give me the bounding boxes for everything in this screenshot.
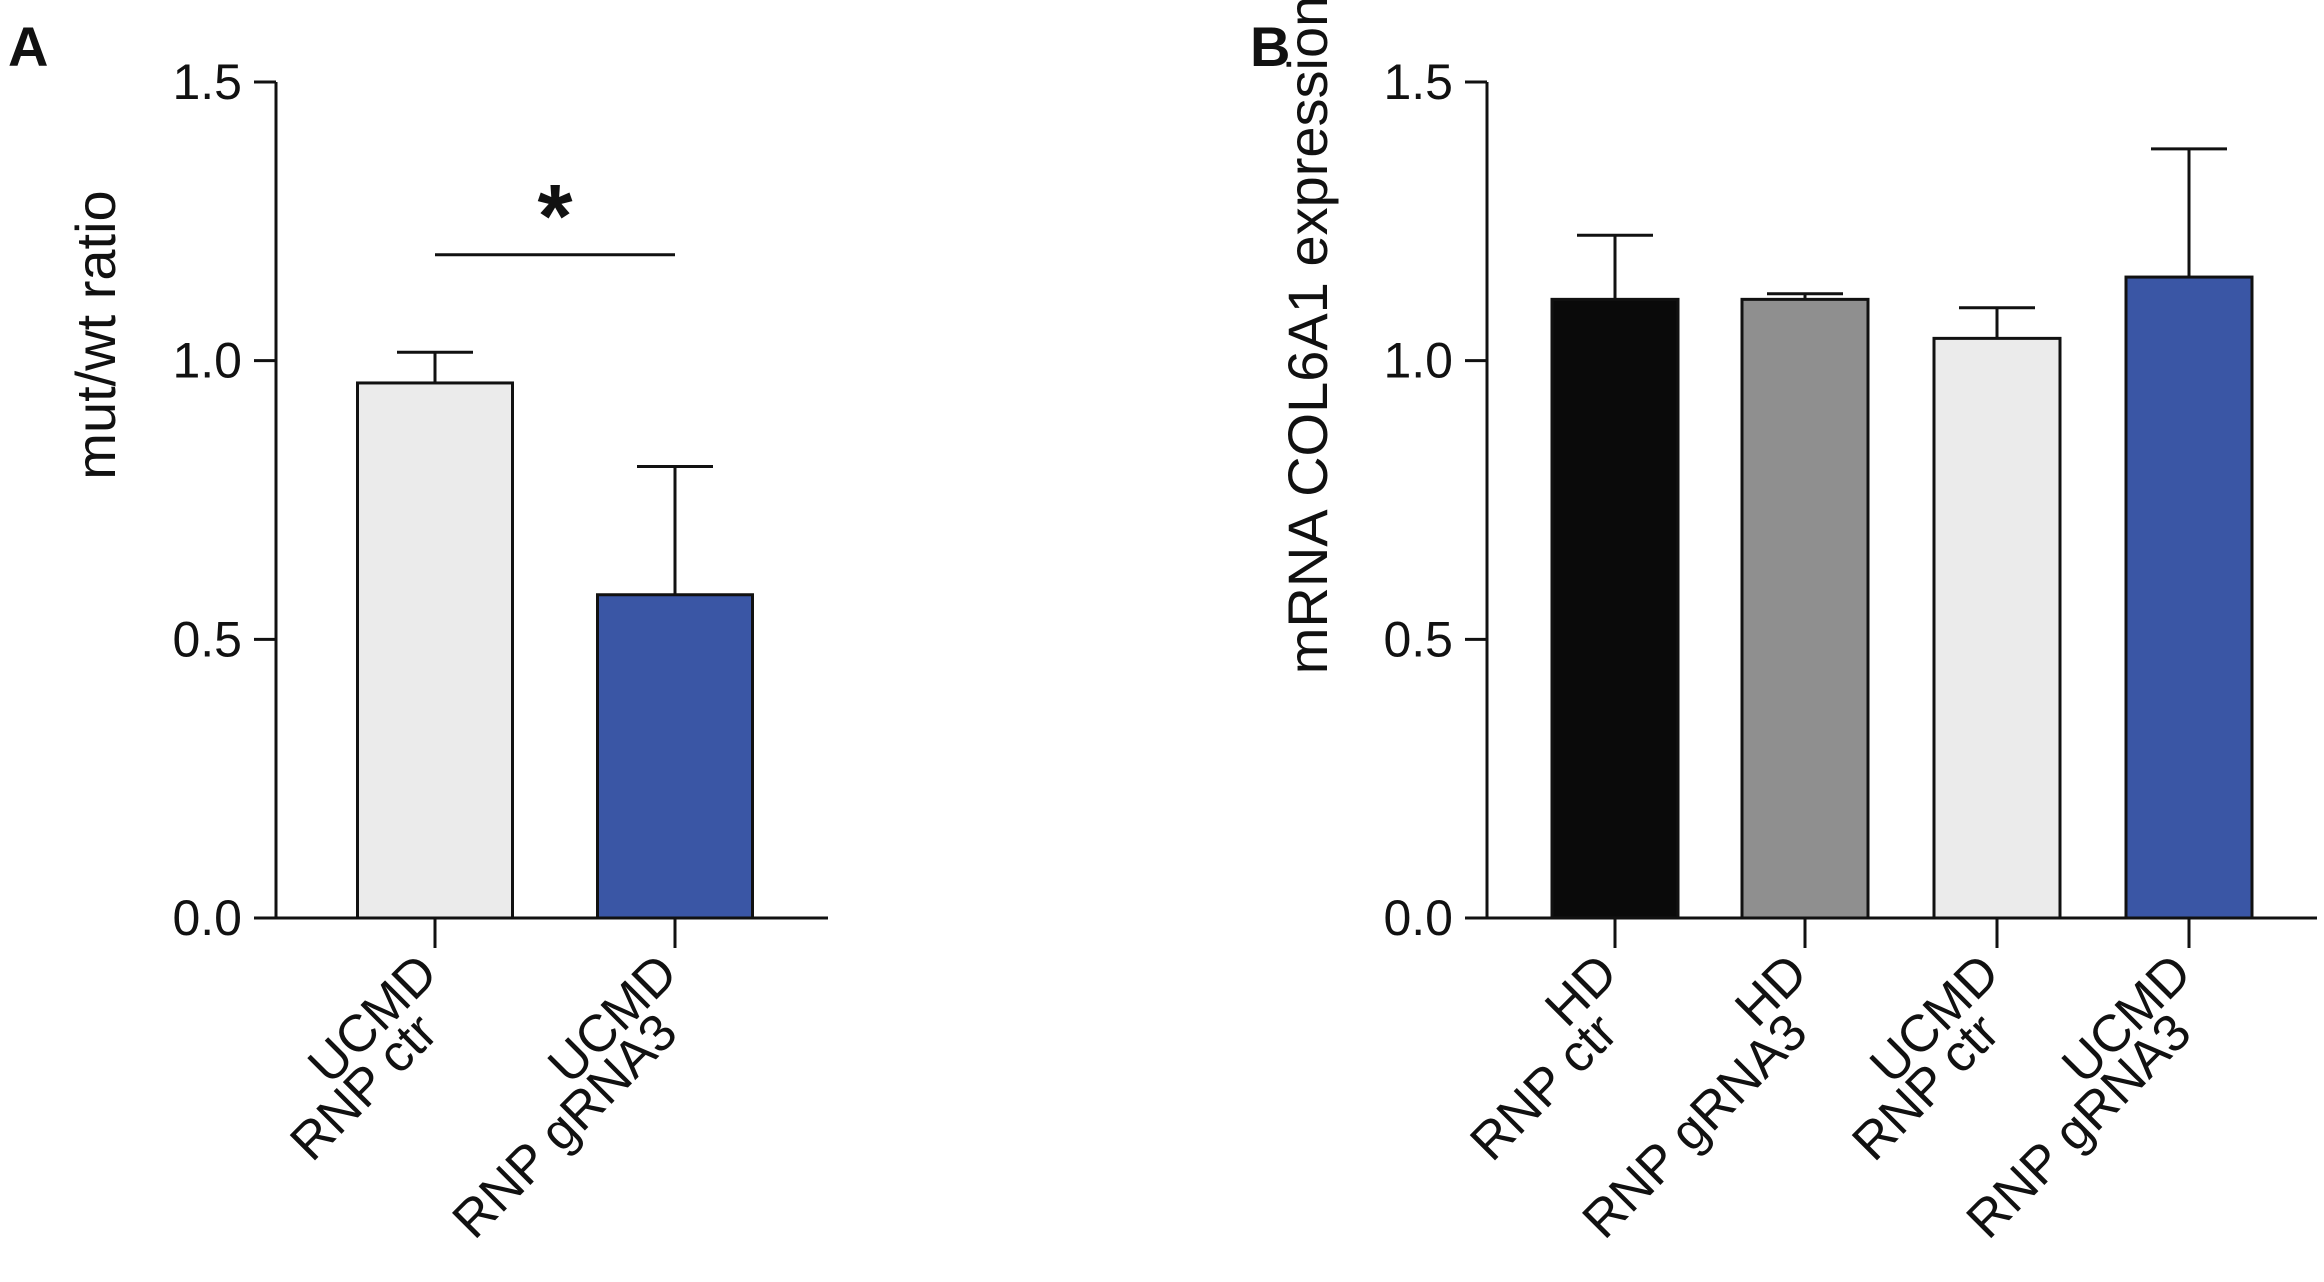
- y-tick-label: 1.0: [1383, 333, 1453, 389]
- bar: [1932, 336, 2062, 920]
- y-tick-label: 0.0: [172, 890, 242, 946]
- y-tick-label: 1.5: [1383, 54, 1453, 110]
- bar: [1550, 297, 1680, 920]
- y-tick-label: 1.0: [172, 333, 242, 389]
- x-category-label-line2: RNP ctr: [1459, 1003, 1628, 1172]
- panel-b-y-axis-title: mRNA COL6A1 expression: [1276, 0, 1339, 674]
- panel-b-letter: B: [1250, 15, 1290, 78]
- y-tick-label: 0.5: [172, 611, 242, 667]
- significance-star: *: [537, 167, 572, 267]
- panel-a-y-axis-title: mut/wt ratio: [64, 190, 127, 479]
- panel-a-bars: *: [356, 167, 754, 920]
- bar: [2124, 275, 2254, 920]
- bar: [1740, 297, 1870, 920]
- panel-b-bars: [1550, 147, 2254, 920]
- panel-a-letter: A: [8, 15, 48, 78]
- bar: [356, 381, 514, 920]
- y-tick-label: 0.5: [1383, 611, 1453, 667]
- y-tick-label: 0.0: [1383, 890, 1453, 946]
- y-tick-label: 1.5: [172, 54, 242, 110]
- bar: [596, 593, 754, 920]
